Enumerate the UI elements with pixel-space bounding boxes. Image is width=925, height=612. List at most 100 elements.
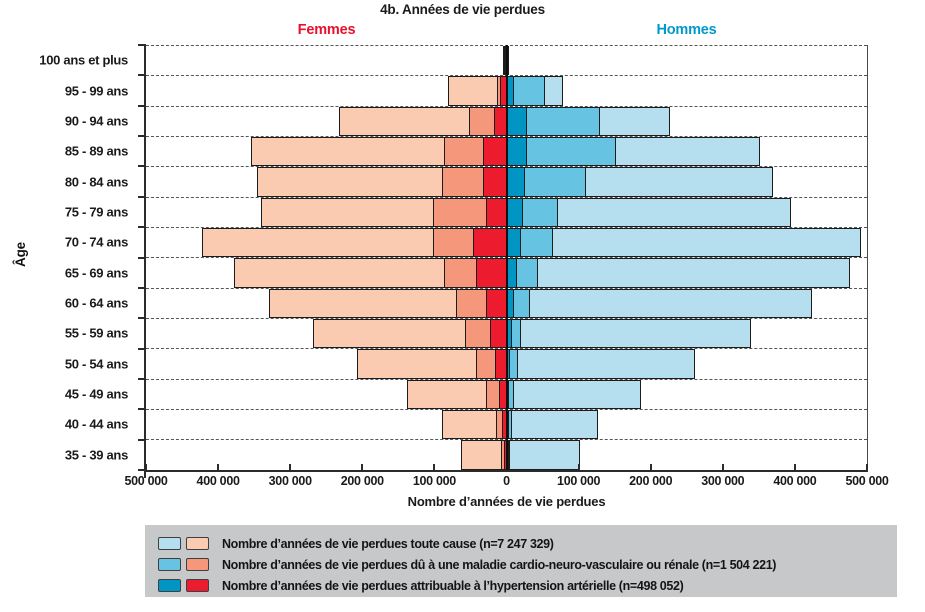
legend-swatch-femmes [186,537,209,550]
age-row-75---79-ans [146,196,867,228]
bar-hommes-total-65---69-ans [506,258,850,288]
age-label: 60 - 64 ans [64,295,128,311]
y-axis-line [144,45,146,478]
x-axis-tick [361,464,364,470]
bar-femmes-hta-80---84-ans [482,167,507,197]
bar-hommes-total-70---74-ans [506,228,862,258]
y-axis-tick [138,135,146,138]
y-axis-tick [138,377,146,380]
age-label: 100 ans et plus [39,52,128,68]
bar-femmes-hta-85---89-ans [483,137,507,167]
legend-row-1: Nombre d’années de vie perdues toute cau… [158,533,897,554]
age-label: 75 - 79 ans [64,204,128,220]
legend-swatch-hommes [158,558,181,571]
femmes-label: Femmes [297,22,356,38]
age-label: 80 - 84 ans [64,174,128,190]
x-tick-label: 200 000 [629,474,673,488]
bar-hommes-hta-80---84-ans [506,167,526,197]
bar-hommes-total-45---49-ans [506,379,641,410]
x-axis-title: Nombre d’années de vie perdues [407,494,606,509]
x-axis-tick [217,464,220,470]
bar-hommes-total-60---64-ans [506,288,813,319]
age-label: 70 - 74 ans [64,234,128,250]
y-axis-tick [138,286,146,289]
bar-hommes-hta-90---94-ans [506,106,527,137]
age-label: 85 - 89 ans [64,143,128,159]
bar-hommes-total-40---44-ans [506,410,599,440]
bar-hommes-total-50---54-ans [506,349,695,379]
y-axis-tick [138,438,146,441]
legend: Nombre d’années de vie perdues toute cau… [145,525,897,597]
bar-hommes-total-35---39-ans [506,440,581,470]
x-axis-tick [721,464,724,470]
bar-femmes-total-95---99-ans [448,76,507,106]
y-axis-tick [138,44,146,46]
x-tick-label: 400 000 [773,474,817,488]
legend-swatch-hommes [158,579,181,592]
age-label: 40 - 44 ans [64,416,128,432]
age-row-55---59-ans [146,318,867,349]
y-axis-tick [138,317,146,320]
bar-hommes-hta-85---89-ans [506,137,528,167]
x-axis-tick [145,464,147,470]
legend-label: Nombre d’années de vie perdues dû à une … [222,557,777,572]
y-axis-tick [138,256,146,259]
x-axis-tick [289,464,292,470]
bar-femmes-total-35---39-ans [461,440,507,470]
age-row-65---69-ans [146,257,867,288]
legend-swatch-hommes [158,537,181,550]
bar-hommes-hta-60---64-ans [506,288,515,319]
y-axis-tick [138,195,146,198]
bar-femmes-hta-75---79-ans [485,197,507,228]
legend-row-2: Nombre d’années de vie perdues dû à une … [158,554,897,575]
age-label: 35 - 39 ans [64,447,128,463]
age-label: 45 - 49 ans [64,386,128,402]
legend-swatch-femmes [186,579,209,592]
age-label: 50 - 54 ans [64,356,128,372]
x-axis-tick [433,464,436,470]
y-axis-tick [138,347,146,350]
age-row-60---64-ans [146,287,867,319]
x-axis-tick [866,464,868,470]
bar-hommes-total-55---59-ans [506,319,751,349]
x-axis-tick [577,464,580,470]
bar-hommes-hta-70---74-ans [506,228,521,258]
x-axis-tick-labels: 500 000 400 000 300 000 200 000 100 000 0 100 … [124,474,888,490]
age-label: 90 - 94 ans [64,113,128,129]
age-label: 95 - 99 ans [64,83,128,99]
x-tick-label: 500 000 [845,474,889,488]
x-tick-label: 300 000 [268,474,312,488]
age-row-90---94-ans [146,105,867,137]
age-axis-labels: 100 ans et plus 95 - 99 ans 90 - 94 ans 85 … [0,45,136,470]
bar-hommes-hta-95---99-ans [506,76,515,106]
legend-swatch-femmes [186,558,209,571]
bar-femmes-hta-70---74-ans [473,228,507,258]
x-tick-label: 400 000 [196,474,240,488]
y-axis-tick [138,165,146,168]
y-axis-tick [138,226,146,229]
bar-hommes-hta-65---69-ans [506,258,517,288]
x-tick-label: 100 000 [412,474,456,488]
age-row-80---84-ans [146,166,867,197]
x-tick-label: 100 000 [557,474,601,488]
x-tick-label: 300 000 [701,474,745,488]
zero-axis-line [505,45,508,470]
x-axis-tick [649,464,652,470]
y-axis-tick [138,74,146,77]
x-axis-tick [793,464,796,470]
x-tick-label: 0 [503,474,510,488]
y-axis-tick [138,408,146,411]
age-label: 65 - 69 ans [64,265,128,281]
legend-label: Nombre d’années de vie perdues toute cau… [222,536,554,551]
bar-femmes-hta-60---64-ans [485,288,507,319]
legend-label: Nombre d’années de vie perdues attribuab… [222,578,684,593]
bar-femmes-hta-55---59-ans [489,319,507,349]
y-axis-tick [138,104,146,107]
chart-title: 4b. Années de vie perdues [380,2,545,17]
age-row-85---89-ans [146,136,867,167]
x-tick-label: 500 000 [124,474,168,488]
bar-femmes-hta-65---69-ans [476,258,507,288]
plot-area [145,45,868,472]
y-axis-tick [138,469,146,471]
